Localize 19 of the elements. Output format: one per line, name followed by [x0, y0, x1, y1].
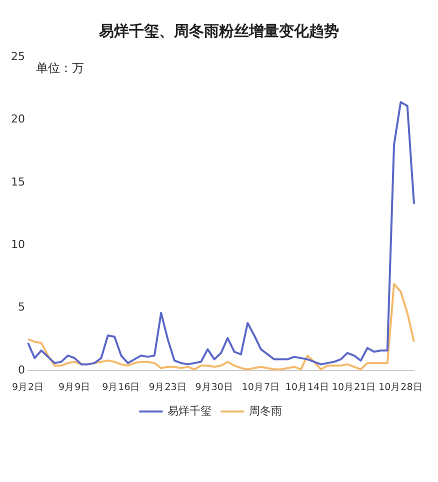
y-tick-label: 20: [10, 112, 25, 126]
x-tick-label: 10月7日: [242, 382, 280, 393]
x-tick-label: 9月16日: [102, 382, 140, 393]
x-tick-label: 10月14日: [285, 382, 330, 393]
y-tick-label: 25: [10, 50, 25, 63]
x-tick-label: 9月23日: [148, 382, 187, 393]
y-tick-label: 15: [10, 175, 25, 188]
x-tick-label: 9月2日: [12, 382, 44, 393]
legend-label: 易烊千玺: [168, 404, 212, 418]
legend-label: 周冬雨: [249, 404, 282, 418]
chart-title: 易烊千玺、周冬雨粉丝增量变化趋势: [98, 21, 340, 42]
x-tick-label: 9月30日: [195, 382, 234, 393]
y-tick-label: 10: [10, 238, 25, 252]
x-tick-label: 10月21日: [332, 382, 376, 393]
y-tick-label: 5: [18, 300, 25, 314]
y-tick-label: 0: [18, 363, 25, 376]
annotation: 单位：万: [36, 61, 84, 76]
x-tick-label: 9月9日: [58, 382, 91, 393]
x-tick-label: 10月28日: [378, 382, 423, 393]
